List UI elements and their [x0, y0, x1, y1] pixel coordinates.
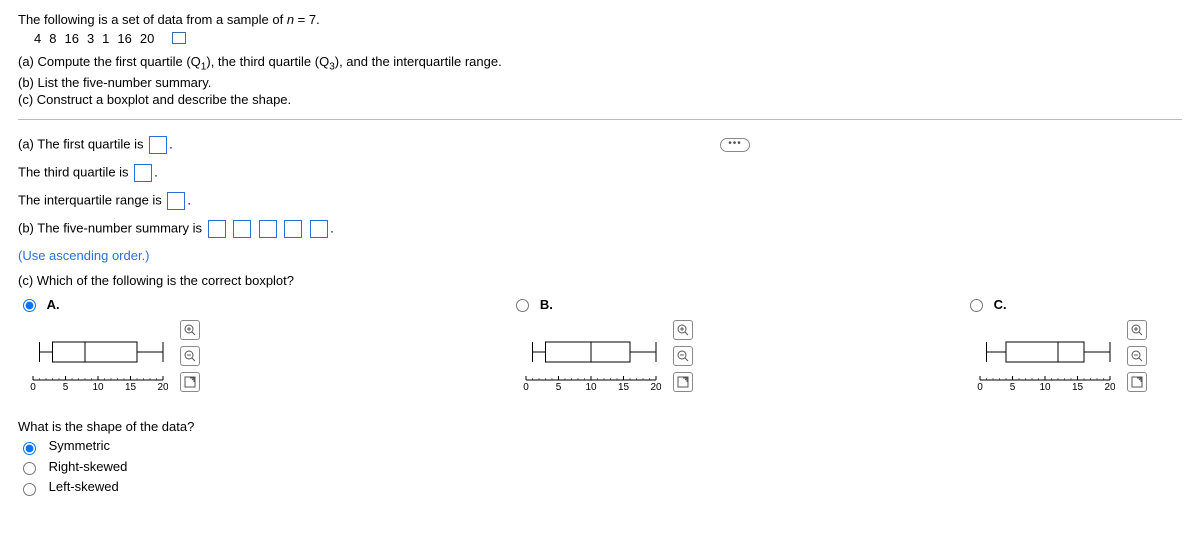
answer-q1: (a) The first quartile is . — [18, 136, 1182, 154]
ans-a2-label: The third quartile is — [18, 164, 132, 179]
intro-var: n — [287, 12, 294, 27]
option-b: B. 0 5 10 15 20 — [511, 296, 965, 402]
shape-label-2: Left-skewed — [49, 479, 119, 494]
zoom-out-icon[interactable] — [1127, 346, 1147, 366]
option-a-label: A. — [47, 297, 60, 312]
data-value: 4 — [34, 31, 41, 46]
svg-text:0: 0 — [523, 382, 529, 393]
fivenum-input-4[interactable] — [284, 220, 302, 238]
data-value: 3 — [87, 31, 94, 46]
ans-a3-label: The interquartile range is — [18, 192, 165, 207]
shape-option: Left-skewed — [18, 479, 1182, 496]
option-c-radio[interactable] — [970, 299, 983, 312]
svg-text:5: 5 — [63, 382, 69, 393]
fivenum-input-5[interactable] — [310, 220, 328, 238]
more-icon[interactable]: ••• — [720, 138, 750, 152]
svg-text:15: 15 — [1072, 382, 1084, 393]
q3-input[interactable] — [134, 164, 152, 182]
answer-five-num: (b) The five-number summary is . — [18, 220, 1182, 238]
zoom-in-icon[interactable] — [673, 320, 693, 340]
iqr-input[interactable] — [167, 192, 185, 210]
boxplot-svg: 0 5 10 15 20 — [975, 332, 1115, 398]
q1-input[interactable] — [149, 136, 167, 154]
copy-icon[interactable] — [174, 34, 186, 44]
pa-3: ), and the interquartile range. — [335, 54, 502, 69]
data-values-row: 48 16 31 16 20 — [34, 31, 1182, 46]
answer-iqr: The interquartile range is . — [18, 192, 1182, 210]
option-c: C. 0 5 10 15 20 — [965, 296, 1182, 402]
ans-b-label: (b) The five-number summary is — [18, 220, 206, 235]
p2: . — [154, 164, 158, 179]
data-value: 16 — [117, 31, 131, 46]
shape-radio-2[interactable] — [23, 483, 36, 496]
shape-radio-0[interactable] — [23, 442, 36, 455]
shape-radio-1[interactable] — [23, 462, 36, 475]
ascending-hint: (Use ascending order.) — [18, 248, 1182, 263]
shape-options: Symmetric Right-skewed Left-skewed — [18, 438, 1182, 496]
expand-icon[interactable] — [1127, 372, 1147, 392]
ans-a1-label: (a) The first quartile is — [18, 136, 147, 151]
part-c: (c) Construct a boxplot and describe the… — [18, 92, 1182, 107]
expand-icon[interactable] — [673, 372, 693, 392]
boxplot-svg: 0 5 10 15 20 — [28, 332, 168, 398]
option-b-chart: 0 5 10 15 20 — [521, 332, 965, 401]
svg-text:20: 20 — [157, 382, 168, 393]
part-a: (a) Compute the first quartile (Q1), the… — [18, 54, 1182, 73]
svg-text:20: 20 — [651, 382, 662, 393]
svg-text:5: 5 — [556, 382, 562, 393]
fivenum-input-2[interactable] — [233, 220, 251, 238]
zoom-in-icon[interactable] — [1127, 320, 1147, 340]
option-c-label: C. — [994, 297, 1007, 312]
data-value: 1 — [102, 31, 109, 46]
shape-option: Symmetric — [18, 438, 1182, 455]
intro-text: The following is a set of data from a sa… — [18, 12, 1182, 27]
option-b-label: B. — [540, 297, 553, 312]
p3: . — [187, 192, 191, 207]
svg-text:20: 20 — [1104, 382, 1115, 393]
svg-text:0: 0 — [977, 382, 983, 393]
fivenum-input-1[interactable] — [208, 220, 226, 238]
svg-text:15: 15 — [618, 382, 630, 393]
shape-label-1: Right-skewed — [49, 459, 128, 474]
svg-text:10: 10 — [92, 382, 104, 393]
zoom-in-icon[interactable] — [180, 320, 200, 340]
option-a-chart: 0 5 10 15 20 — [28, 332, 511, 401]
intro-suffix: = 7. — [294, 12, 320, 27]
answer-q3: The third quartile is . — [18, 164, 1182, 182]
pa-2: ), the third quartile (Q — [206, 54, 329, 69]
pa-1: (a) Compute the first quartile (Q — [18, 54, 201, 69]
data-value: 16 — [64, 31, 78, 46]
data-value: 8 — [49, 31, 56, 46]
option-b-radio[interactable] — [516, 299, 529, 312]
boxplot-svg: 0 5 10 15 20 — [521, 332, 661, 398]
svg-text:5: 5 — [1010, 382, 1016, 393]
svg-text:10: 10 — [586, 382, 598, 393]
part-b: (b) List the five-number summary. — [18, 75, 1182, 90]
svg-text:10: 10 — [1039, 382, 1051, 393]
shape-question: What is the shape of the data? — [18, 419, 1182, 434]
svg-text:0: 0 — [30, 382, 36, 393]
zoom-out-icon[interactable] — [180, 346, 200, 366]
parts-list: (a) Compute the first quartile (Q1), the… — [18, 54, 1182, 107]
expand-icon[interactable] — [180, 372, 200, 392]
option-a-radio[interactable] — [23, 299, 36, 312]
data-value: 20 — [140, 31, 154, 46]
shape-option: Right-skewed — [18, 459, 1182, 476]
divider — [18, 119, 1182, 120]
svg-text:15: 15 — [125, 382, 137, 393]
shape-label-0: Symmetric — [49, 438, 110, 453]
option-c-chart: 0 5 10 15 20 — [975, 332, 1182, 401]
p1: . — [169, 136, 173, 151]
zoom-out-icon[interactable] — [673, 346, 693, 366]
fivenum-input-3[interactable] — [259, 220, 277, 238]
option-a: A. 0 5 10 15 20 — [18, 296, 511, 402]
boxplot-question: (c) Which of the following is the correc… — [18, 273, 1182, 288]
boxplot-options: A. 0 5 10 15 20 B. 0 5 10 15 20 — [18, 296, 1182, 402]
intro-prefix: The following is a set of data from a sa… — [18, 12, 287, 27]
p4: . — [330, 220, 334, 235]
